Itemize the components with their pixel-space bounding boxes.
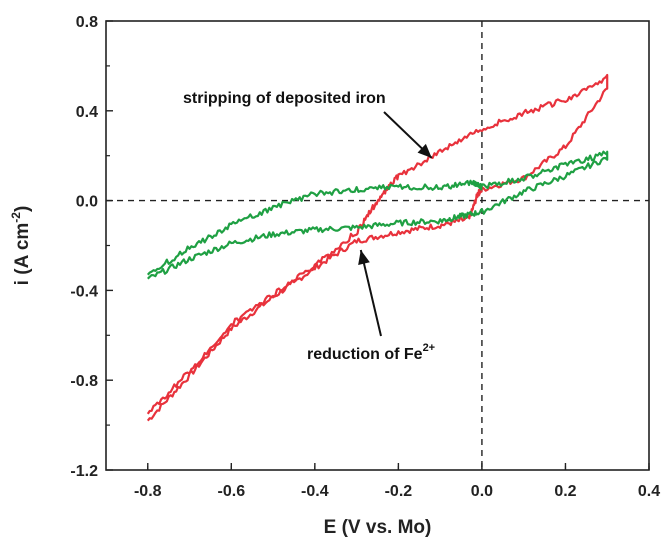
y-tick-label: 0.0 [76, 194, 98, 211]
series-layer [146, 73, 609, 422]
annotation-reduction: reduction of Fe2+ [307, 249, 435, 363]
series-line-1 [146, 73, 609, 422]
y-axis-label: i (A cm-2) [9, 206, 33, 286]
y-axis-label-close: ) [12, 206, 33, 212]
x-tick-label: 0.2 [554, 483, 576, 500]
plot-frame [105, 20, 650, 471]
x-tick-label: -0.8 [134, 483, 162, 500]
x-tick-label: -0.6 [218, 483, 246, 500]
annotation-reduction-arrowhead [358, 249, 370, 265]
x-tick-label: 0.4 [638, 483, 660, 500]
annotation-reduction-text: reduction of Fe2+ [307, 342, 435, 363]
y-tick-label: 0.8 [76, 14, 98, 31]
annotation-stripping: stripping of deposited iron [183, 90, 433, 159]
x-tick-label: -0.4 [301, 483, 329, 500]
annotation-reduction-superscript: 2+ [423, 342, 436, 354]
y-tick-label: -0.4 [70, 283, 98, 300]
y-tick-label: -0.8 [70, 373, 98, 390]
x-tick-label: 0.0 [471, 483, 493, 500]
y-axis-ticks: -1.2 -0.8 -0.4 0.0 0.4 0.8 [70, 14, 113, 480]
series-line-2 [146, 150, 609, 280]
plot-area [105, 20, 650, 471]
annotation-stripping-arrowhead [417, 143, 432, 158]
annotation-reduction-main: reduction of Fe [307, 346, 423, 363]
annotation-stripping-text: stripping of deposited iron [183, 90, 386, 107]
y-axis-label-main: i (A cm [12, 223, 33, 286]
x-axis-label: E (V vs. Mo) [324, 517, 432, 538]
y-tick-label: 0.4 [76, 104, 98, 121]
x-tick-label: -0.2 [385, 483, 413, 500]
y-axis-label-superscript: -2 [9, 212, 23, 223]
y-tick-label: -1.2 [70, 463, 98, 480]
annotation-reduction-arrow [359, 249, 382, 337]
x-axis-ticks: -0.8 -0.6 -0.4 -0.2 0.0 0.2 0.4 [134, 463, 660, 500]
